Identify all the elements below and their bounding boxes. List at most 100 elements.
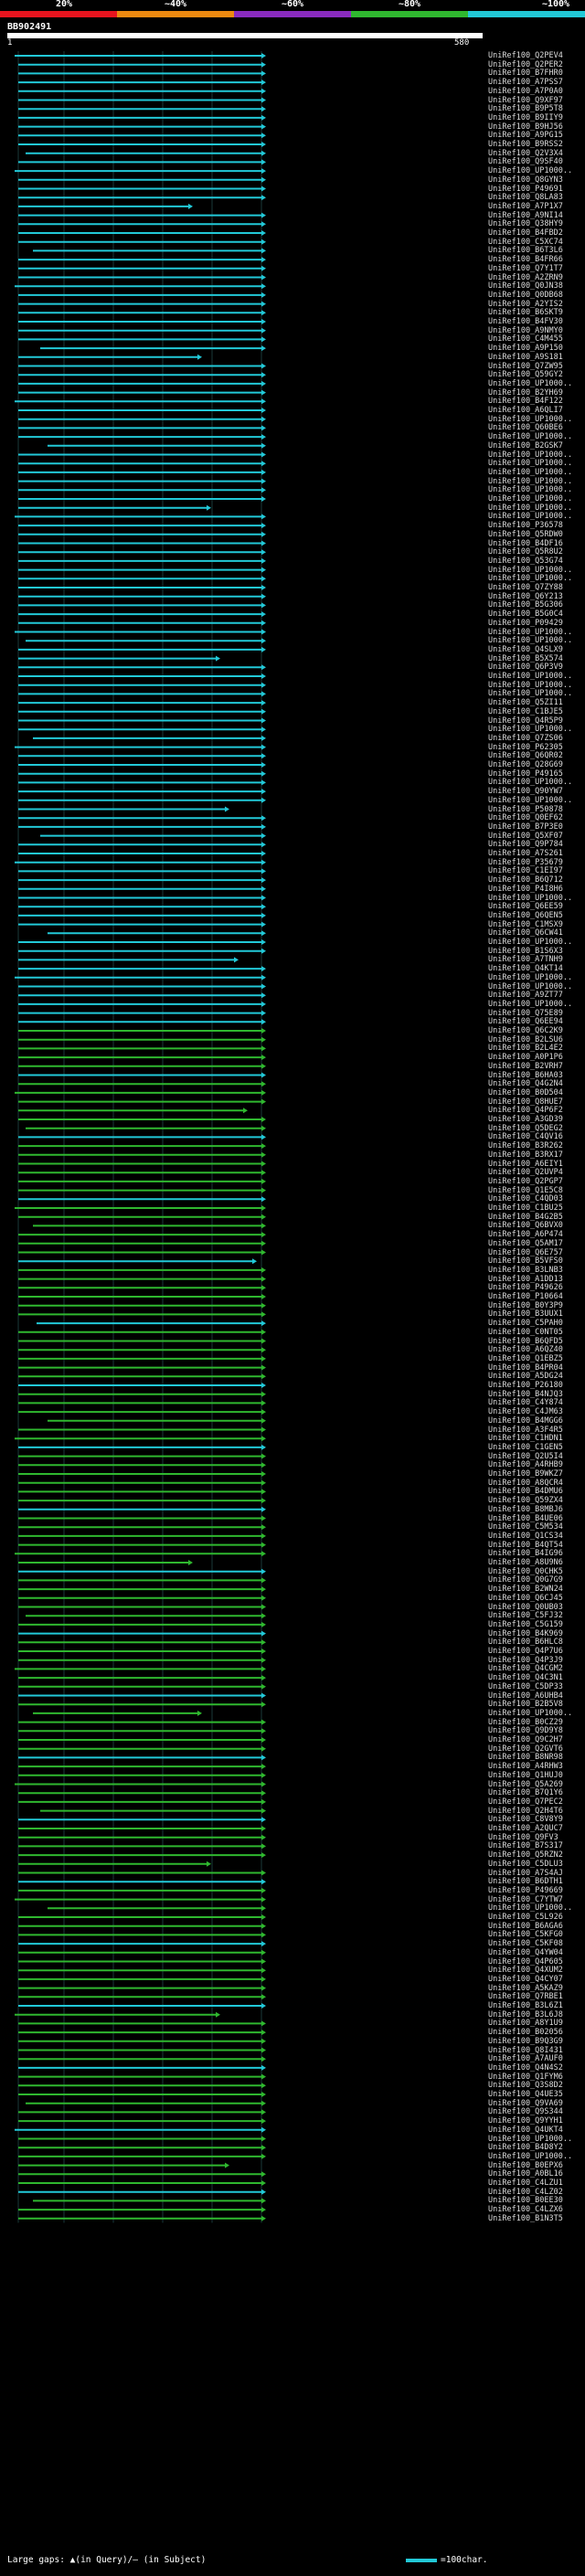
hit-label[interactable]: UniRef100_B4MGG6 bbox=[488, 1415, 563, 1426]
hit-label[interactable]: UniRef100_C1BU25 bbox=[488, 1203, 563, 1213]
hit-label[interactable]: UniRef100_C1MSX9 bbox=[488, 919, 563, 929]
hit-row[interactable] bbox=[18, 176, 266, 183]
hit-row[interactable] bbox=[18, 1400, 266, 1406]
hit-row[interactable] bbox=[18, 646, 266, 652]
hit-label[interactable]: UniRef100_UP1000.. bbox=[488, 2151, 573, 2161]
hit-row[interactable] bbox=[18, 1923, 266, 1929]
hit-row[interactable] bbox=[18, 478, 266, 484]
hit-row[interactable] bbox=[18, 557, 266, 564]
hit-row[interactable] bbox=[18, 611, 266, 618]
hit-label[interactable]: UniRef100_Q1CS34 bbox=[488, 1531, 563, 1541]
hit-label[interactable]: UniRef100_B7Q1Y6 bbox=[488, 1788, 563, 1798]
hit-row[interactable] bbox=[18, 912, 266, 918]
hit-row[interactable] bbox=[18, 2038, 266, 2044]
hit-label[interactable]: UniRef100_Q9D9Y8 bbox=[488, 1726, 563, 1736]
hit-row[interactable] bbox=[18, 1683, 266, 1690]
hit-label[interactable]: UniRef100_C5PAH0 bbox=[488, 1319, 563, 1329]
hit-label[interactable]: UniRef100_B4DF16 bbox=[488, 538, 563, 548]
hit-label[interactable]: UniRef100_UP1000.. bbox=[488, 680, 573, 690]
hit-row[interactable] bbox=[18, 789, 266, 795]
hit-row[interactable] bbox=[18, 770, 266, 777]
hit-label[interactable]: UniRef100_Q5R8U2 bbox=[488, 547, 563, 557]
hit-label[interactable]: UniRef100_Q4CY07 bbox=[488, 1974, 563, 1984]
hit-label[interactable]: UniRef100_UP1000.. bbox=[488, 378, 573, 388]
hit-label[interactable]: UniRef100_Q7ZS06 bbox=[488, 733, 563, 743]
hit-label[interactable]: UniRef100_B3UUX1 bbox=[488, 1309, 563, 1320]
hit-row[interactable] bbox=[26, 1613, 266, 1619]
hit-label[interactable]: UniRef100_Q90YW7 bbox=[488, 787, 563, 797]
hit-row[interactable] bbox=[18, 1196, 266, 1203]
hit-label[interactable]: UniRef100_UP1000.. bbox=[488, 893, 573, 903]
hit-row[interactable] bbox=[15, 1436, 266, 1442]
hit-label[interactable]: UniRef100_A7TNH9 bbox=[488, 955, 563, 965]
hit-label[interactable]: UniRef100_UP1000.. bbox=[488, 999, 573, 1009]
hit-label[interactable]: UniRef100_B4DMU6 bbox=[488, 1487, 563, 1497]
hit-label[interactable]: UniRef100_A7P0A0 bbox=[488, 86, 563, 96]
hit-row[interactable] bbox=[18, 1151, 266, 1158]
hit-row[interactable] bbox=[18, 948, 266, 954]
hit-label[interactable]: UniRef100_B1N3T5 bbox=[488, 2213, 563, 2223]
hit-label[interactable]: UniRef100_Q5DEG2 bbox=[488, 1123, 563, 1133]
hit-row[interactable] bbox=[18, 602, 266, 609]
hit-label[interactable]: UniRef100_Q6E757 bbox=[488, 1247, 563, 1257]
hit-label[interactable]: UniRef100_B4QT54 bbox=[488, 1540, 563, 1550]
hit-row[interactable] bbox=[15, 514, 266, 520]
hit-label[interactable]: UniRef100_UP1000.. bbox=[488, 459, 573, 469]
hit-label[interactable]: UniRef100_P36578 bbox=[488, 521, 563, 531]
hit-row[interactable] bbox=[18, 380, 266, 387]
hit-label[interactable]: UniRef100_A7P1X7 bbox=[488, 201, 563, 211]
hit-label[interactable]: UniRef100_A6QLI7 bbox=[488, 406, 563, 415]
hit-row[interactable] bbox=[18, 1790, 266, 1797]
hit-label[interactable]: UniRef100_Q75E89 bbox=[488, 1008, 563, 1018]
hit-row[interactable] bbox=[18, 1338, 266, 1344]
hit-label[interactable]: UniRef100_UP1000.. bbox=[488, 485, 573, 495]
hit-row[interactable] bbox=[18, 1994, 266, 2000]
hit-label[interactable]: UniRef100_UP1000.. bbox=[488, 627, 573, 637]
hit-row[interactable] bbox=[18, 691, 266, 697]
hit-label[interactable]: UniRef100_A9PG15 bbox=[488, 131, 563, 141]
hit-row[interactable] bbox=[18, 2083, 266, 2089]
hit-label[interactable]: UniRef100_Q6CW41 bbox=[488, 928, 563, 938]
hit-row[interactable] bbox=[18, 753, 266, 759]
hit-label[interactable]: UniRef100_Q4UE35 bbox=[488, 2090, 563, 2099]
hit-row[interactable] bbox=[15, 629, 266, 635]
hit-label[interactable]: UniRef100_Q7RBE1 bbox=[488, 1992, 563, 2002]
hit-label[interactable]: UniRef100_B2VRH7 bbox=[488, 1061, 563, 1071]
hit-row[interactable] bbox=[15, 1089, 266, 1096]
hit-label[interactable]: UniRef100_B6QFD5 bbox=[488, 1336, 563, 1346]
hit-row[interactable] bbox=[18, 1648, 266, 1654]
hit-row[interactable] bbox=[18, 2092, 266, 2097]
hit-label[interactable]: UniRef100_B6AGA6 bbox=[488, 1921, 563, 1931]
hit-label[interactable]: UniRef100_A3F4R5 bbox=[488, 1425, 563, 1435]
hit-row[interactable] bbox=[18, 2109, 266, 2115]
hit-row[interactable] bbox=[18, 1302, 266, 1309]
hit-row[interactable] bbox=[18, 1285, 266, 1291]
hit-row[interactable] bbox=[18, 389, 266, 396]
hit-label[interactable]: UniRef100_Q2PEV4 bbox=[488, 51, 563, 60]
hit-row[interactable] bbox=[18, 257, 266, 263]
hit-label[interactable]: UniRef100_Q8LA83 bbox=[488, 193, 563, 203]
hit-row[interactable] bbox=[18, 123, 266, 130]
hit-label[interactable]: UniRef100_Q6CJ45 bbox=[488, 1593, 563, 1603]
hit-label[interactable]: UniRef100_Q53G74 bbox=[488, 556, 563, 566]
hit-label[interactable]: UniRef100_P50878 bbox=[488, 804, 563, 814]
hit-label[interactable]: UniRef100_Q5AM17 bbox=[488, 1238, 563, 1248]
hit-label[interactable]: UniRef100_B4G2B5 bbox=[488, 1212, 563, 1222]
hit-row[interactable] bbox=[18, 416, 266, 422]
hit-row[interactable] bbox=[18, 1498, 266, 1504]
hit-row[interactable] bbox=[18, 1506, 266, 1512]
hit-label[interactable]: UniRef100_C4QV16 bbox=[488, 1132, 563, 1142]
hit-row[interactable] bbox=[18, 1604, 266, 1610]
hit-row[interactable] bbox=[18, 159, 266, 165]
hit-row[interactable] bbox=[18, 408, 266, 413]
hit-row[interactable] bbox=[18, 230, 266, 236]
hit-row[interactable] bbox=[18, 1834, 266, 1840]
hit-label[interactable]: UniRef100_Q9SF40 bbox=[488, 157, 563, 167]
hit-label[interactable]: UniRef100_UP1000.. bbox=[488, 467, 573, 477]
hit-row[interactable] bbox=[33, 1710, 202, 1716]
hit-label[interactable]: UniRef100_B4UE06 bbox=[488, 1513, 563, 1523]
hit-row[interactable] bbox=[18, 274, 266, 281]
hit-label[interactable]: UniRef100_A9NMY0 bbox=[488, 325, 563, 335]
hit-row[interactable] bbox=[18, 336, 266, 343]
hit-row[interactable] bbox=[18, 2153, 266, 2159]
